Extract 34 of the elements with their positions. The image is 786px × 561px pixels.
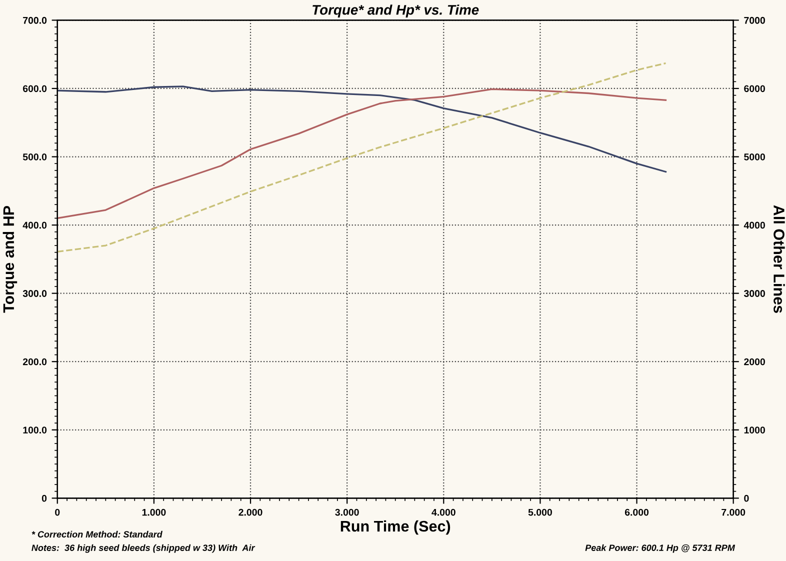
y2-tick-label: 7000 bbox=[744, 16, 765, 24]
x-tick-label: 7.000 bbox=[722, 508, 746, 516]
y-tick-label: 500.0 bbox=[22, 153, 47, 160]
text: * Correction Method: Standard bbox=[32, 530, 162, 538]
y2-tick-label: 2000 bbox=[744, 358, 765, 366]
y-tick-label: 300.0 bbox=[22, 290, 47, 297]
x-tick-label: 0 bbox=[55, 508, 60, 516]
y2-tick-label: 5000 bbox=[744, 153, 765, 160]
x-axis-title: Run Time (Sec) bbox=[340, 520, 450, 535]
y2-tick-label: 3000 bbox=[744, 290, 765, 297]
x-tick-label: 4.000 bbox=[432, 508, 456, 516]
y2-tick-label: 6000 bbox=[744, 85, 765, 92]
x-tick-label: 3.000 bbox=[335, 508, 359, 516]
x-tick-label: 1.000 bbox=[142, 508, 166, 516]
y-tick-label: 0 bbox=[42, 494, 47, 502]
y-tick-label: 200.0 bbox=[22, 358, 47, 366]
y2-tick-label: 0 bbox=[744, 494, 749, 502]
y2-tick-label: 4000 bbox=[744, 222, 765, 229]
line-series bbox=[57, 88, 667, 220]
y-tick-label: 400.0 bbox=[22, 222, 47, 229]
y2-axis-title: All Other Lines bbox=[774, 205, 785, 313]
line-series bbox=[57, 62, 667, 253]
x-tick-label: 5.000 bbox=[528, 508, 552, 516]
line-series bbox=[57, 86, 667, 173]
y-tick-label: 700.0 bbox=[23, 16, 47, 24]
chart-title: Torque* and Hp* vs. Time bbox=[312, 4, 479, 18]
text: Notes: 36 high seed bleeds (shipped w 33) With Air bbox=[32, 544, 256, 553]
y2-tick-label: 1000 bbox=[744, 426, 765, 434]
y-tick-label: 100.0 bbox=[23, 426, 47, 434]
y-axis-title: Torque and HP bbox=[2, 206, 18, 313]
x-tick-label: 2.000 bbox=[238, 508, 262, 516]
x-tick-label: 6.000 bbox=[624, 508, 649, 516]
text: Peak Power: 600.1 Hp @ 5731 RPM bbox=[585, 544, 736, 553]
y-tick-label: 600.0 bbox=[22, 85, 47, 92]
